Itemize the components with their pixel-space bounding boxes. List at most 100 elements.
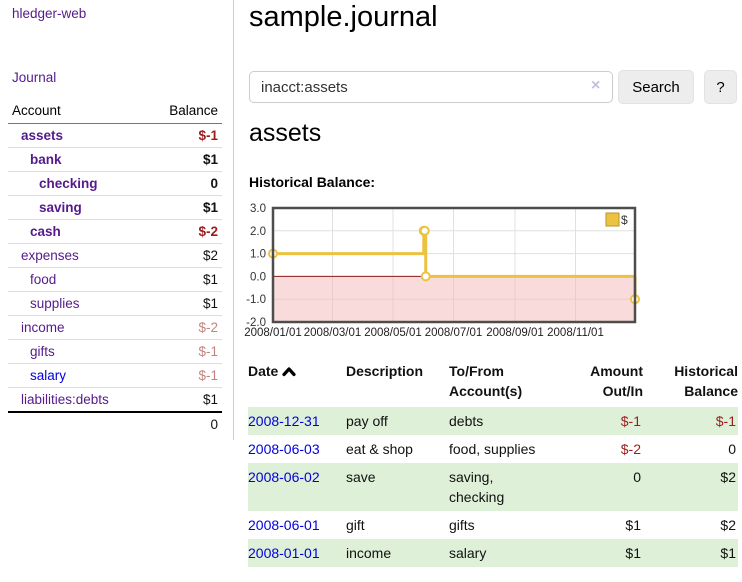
transaction-amount: $-1	[620, 413, 641, 429]
account-link[interactable]: saving	[39, 200, 82, 215]
transaction-date-link[interactable]: 2008-06-01	[248, 517, 320, 533]
register-column-header[interactable]: Description	[346, 363, 424, 379]
x-axis-tick-label: 2008/07/01	[425, 327, 483, 339]
transaction-balance: 0	[728, 441, 736, 457]
account-balance: 0	[144, 171, 222, 196]
accounts-total-value: 0	[144, 411, 222, 435]
x-axis-tick-label: 2008/03/01	[304, 327, 362, 339]
transaction-accounts: debts	[449, 413, 484, 429]
account-balance: $-1	[144, 363, 222, 388]
account-row: expenses $2	[8, 243, 222, 268]
data-point	[420, 271, 431, 282]
account-row: income $-2	[8, 315, 222, 340]
transaction-accounts: food, supplies	[449, 441, 536, 457]
y-axis-tick-label: 1.0	[250, 249, 266, 261]
account-balance: $1	[144, 195, 222, 220]
account-row: checking 0	[8, 171, 222, 196]
transaction-balance: $2	[720, 469, 736, 485]
account-link[interactable]: bank	[30, 152, 62, 167]
search-button[interactable]: Search	[618, 70, 694, 104]
chart-title: Historical Balance:	[249, 174, 376, 190]
register-row: 2008-01-01 income salary $1 $1	[248, 539, 738, 567]
accounts-table-body: assets $-1 bank $1 checking 0 saving $1 cash $-2 e…	[8, 123, 222, 413]
account-row: salary $-1	[8, 363, 222, 388]
transaction-description: income	[346, 545, 392, 561]
transaction-accounts: salary	[449, 545, 487, 561]
legend-swatch	[605, 212, 620, 227]
register-row: 2008-06-02 save saving, checking 0 $2	[248, 463, 738, 511]
register-column-header[interactable]: To/From Account(s)	[449, 363, 523, 399]
account-balance: $1	[144, 387, 222, 413]
account-link[interactable]: salary	[30, 368, 67, 383]
account-row: food $1	[8, 267, 222, 292]
y-axis-tick-label: 2.0	[250, 226, 266, 238]
account-heading: assets	[249, 119, 322, 147]
transaction-accounts: saving, checking	[449, 469, 505, 505]
accounts-total-row: 0	[8, 411, 222, 435]
transaction-description: gift	[346, 517, 365, 533]
account-balance: $-2	[144, 315, 222, 340]
register-header-row: Date Description To/From Account(s) Amount …	[248, 361, 738, 407]
transaction-description: pay off	[346, 413, 388, 429]
y-axis-tick-label: 3.0	[250, 203, 266, 215]
app-brand-link[interactable]: hledger-web	[12, 6, 87, 21]
register-column-header[interactable]: Date	[248, 361, 346, 407]
transaction-balance: $-1	[715, 413, 736, 429]
account-link[interactable]: cash	[30, 224, 61, 239]
account-balance: $-2	[144, 219, 222, 244]
accounts-table: Account Balance assets $-1 bank $1 checking 0…	[8, 100, 222, 435]
data-point	[419, 225, 430, 236]
account-link[interactable]: gifts	[30, 344, 55, 359]
transaction-description: eat & shop	[346, 441, 413, 457]
account-row: gifts $-1	[8, 339, 222, 364]
account-link[interactable]: expenses	[21, 248, 79, 263]
transaction-date-link[interactable]: 2008-06-03	[248, 441, 320, 457]
sidebar-item-journal[interactable]: Journal	[12, 70, 57, 85]
account-row: saving $1	[8, 195, 222, 220]
transaction-amount: $1	[625, 517, 641, 533]
account-row: supplies $1	[8, 291, 222, 316]
account-link[interactable]: income	[21, 320, 65, 335]
search-input[interactable]	[249, 71, 613, 103]
transaction-amount: 0	[633, 469, 641, 485]
account-balance: $1	[144, 291, 222, 316]
register-table-body: 2008-12-31 pay off debts $-1 $-1 2008-06-03 ea…	[248, 407, 738, 567]
account-balance: $1	[144, 267, 222, 292]
account-link[interactable]: checking	[39, 176, 98, 191]
account-row: assets $-1	[8, 123, 222, 148]
accounts-header-account: Account	[8, 100, 145, 124]
account-link[interactable]: supplies	[30, 296, 80, 311]
register-row: 2008-06-03 eat & shop food, supplies $-2 0	[248, 435, 738, 463]
account-balance: $-1	[144, 339, 222, 364]
x-axis-tick-label: 2008/01/01	[244, 327, 302, 339]
account-row: bank $1	[8, 147, 222, 172]
register-column-header[interactable]: Historical Balance	[674, 363, 738, 399]
account-balance: $-1	[144, 123, 222, 148]
register-column-header[interactable]: Amount Out/In	[590, 363, 643, 399]
help-button[interactable]: ?	[704, 70, 737, 104]
account-row: cash $-2	[8, 219, 222, 244]
x-axis-tick-label: 2008/11/01	[547, 327, 604, 339]
page-title: sample.journal	[249, 1, 438, 33]
account-link[interactable]: liabilities:debts	[21, 392, 109, 407]
clear-search-icon[interactable]: ×	[591, 77, 601, 94]
register-row: 2008-06-01 gift gifts $1 $2	[248, 511, 738, 539]
sidebar: hledger-web Journal Account Balance asse…	[0, 0, 234, 440]
account-row: liabilities:debts $1	[8, 387, 222, 413]
accounts-header-balance: Balance	[144, 100, 222, 124]
account-link[interactable]: assets	[21, 128, 64, 143]
account-link[interactable]: food	[30, 272, 57, 287]
register-row: 2008-12-31 pay off debts $-1 $-1	[248, 407, 738, 435]
account-balance: $2	[144, 243, 222, 268]
negative-region	[273, 276, 635, 322]
account-balance: $1	[144, 147, 222, 172]
x-axis-tick-label: 2008/09/01	[486, 327, 544, 339]
transaction-date-link[interactable]: 2008-01-01	[248, 545, 320, 561]
register-table: Date Description To/From Account(s) Amount …	[248, 361, 738, 567]
transaction-amount: $1	[625, 545, 641, 561]
transaction-balance: $1	[720, 545, 736, 561]
transaction-accounts: gifts	[449, 517, 475, 533]
transaction-date-link[interactable]: 2008-06-02	[248, 469, 320, 485]
transaction-date-link[interactable]: 2008-12-31	[248, 413, 320, 429]
